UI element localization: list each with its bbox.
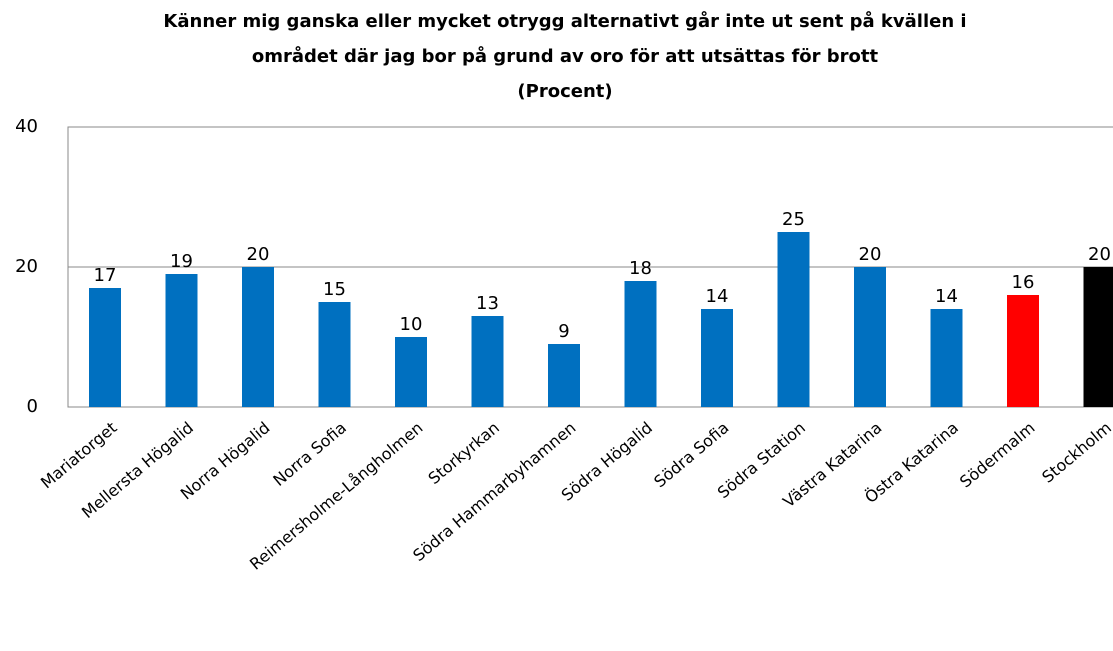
bar [1083, 267, 1113, 407]
value-label: 10 [400, 314, 423, 335]
bar [165, 274, 198, 407]
bar [318, 302, 351, 407]
y-tick-label: 40 [15, 116, 38, 137]
bar [548, 344, 580, 407]
y-tick-label: 0 [27, 396, 38, 417]
bar [395, 337, 427, 407]
chart-subtitle: (Procent) [517, 81, 612, 102]
y-tick-label: 20 [15, 256, 38, 277]
bar [777, 232, 810, 407]
x-tick-label: Södra Sofia [650, 418, 732, 491]
bar [854, 267, 886, 407]
value-label: 17 [94, 265, 117, 286]
value-label: 20 [1088, 244, 1111, 265]
chart-title: Känner mig ganska eller mycket otrygg al… [163, 10, 966, 32]
value-label: 15 [323, 279, 346, 300]
x-tick-label: Storkyrkan [425, 418, 503, 488]
value-label: 20 [247, 244, 270, 265]
value-label: 20 [859, 244, 882, 265]
bar [89, 288, 121, 407]
x-tick-label: Södermalm [956, 418, 1038, 491]
x-tick-label: Södra Hammarbyhamnen [409, 418, 579, 565]
value-label: 13 [476, 293, 499, 314]
bar [701, 309, 733, 407]
bar [1007, 295, 1039, 407]
x-tick-label: Norra Sofia [269, 418, 350, 490]
value-label: 25 [782, 209, 805, 230]
value-label: 14 [706, 286, 729, 307]
x-tick-label: Stockholm [1038, 418, 1113, 487]
bar [624, 281, 657, 407]
value-label: 18 [629, 258, 652, 279]
value-label: 19 [170, 251, 193, 272]
value-label: 9 [558, 321, 569, 342]
bar [930, 309, 963, 407]
value-label: 14 [935, 286, 958, 307]
bar [471, 316, 504, 407]
chart-title: området där jag bor på grund av oro för … [252, 45, 879, 67]
value-label: 16 [1012, 272, 1035, 293]
bar [242, 267, 274, 407]
